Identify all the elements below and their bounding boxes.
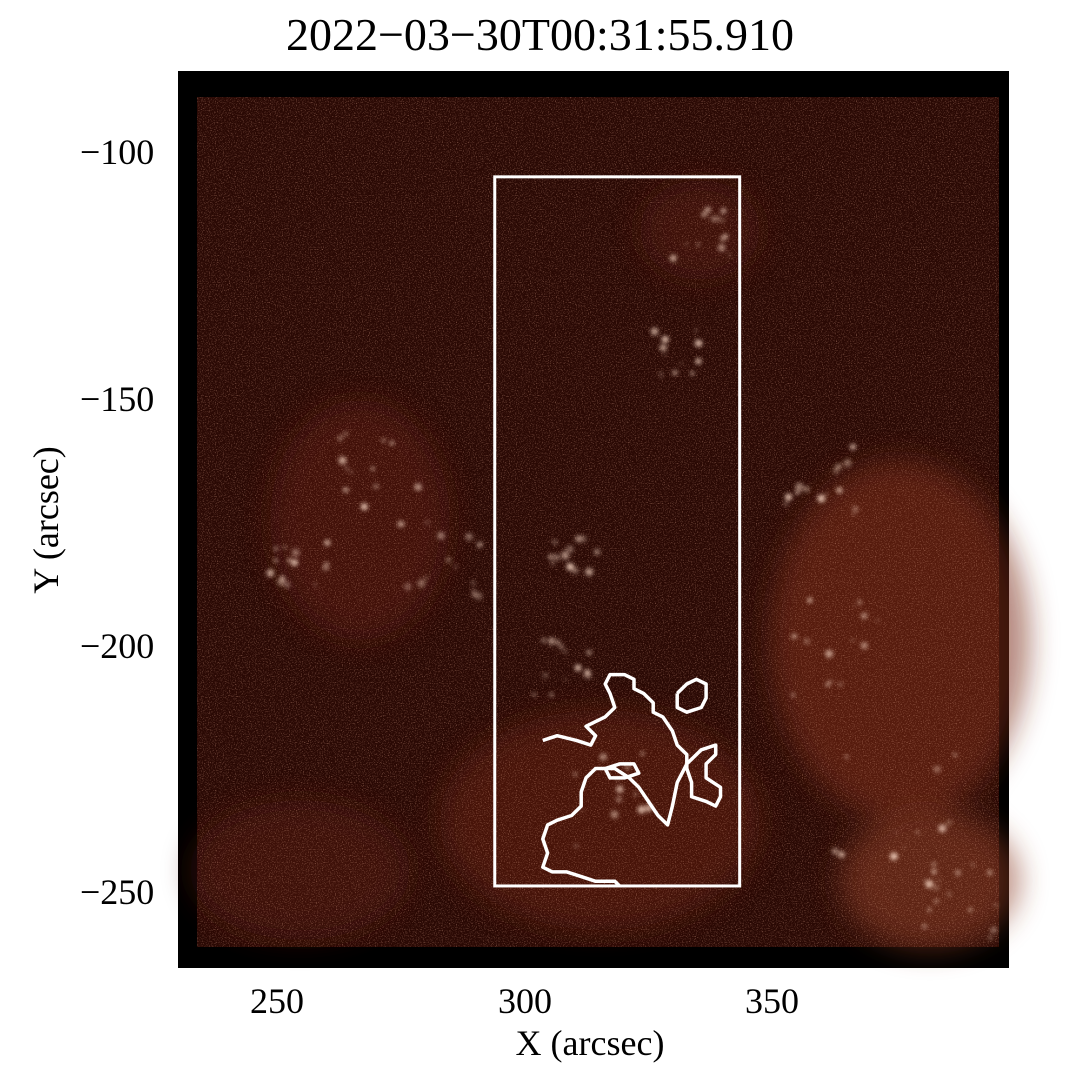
plot-title: 2022−03−30T00:31:55.910 (285, 9, 795, 60)
x-axis-label: X (arcsec) (515, 1023, 665, 1063)
y-tick-label: −100 (80, 132, 155, 172)
y-tick-label: −250 (80, 872, 155, 912)
x-tick-label: 250 (250, 981, 304, 1021)
contour-line (541, 672, 723, 888)
x-tick-label: 300 (498, 981, 552, 1021)
y-tick-label: −200 (80, 626, 155, 666)
solar-image (190, 97, 1030, 950)
contour-line (675, 677, 708, 714)
contour-line (603, 762, 641, 780)
y-axis-label: Y (arcsec) (26, 446, 66, 594)
y-tick-label: −150 (80, 379, 155, 419)
x-tick-label: 350 (745, 981, 799, 1021)
